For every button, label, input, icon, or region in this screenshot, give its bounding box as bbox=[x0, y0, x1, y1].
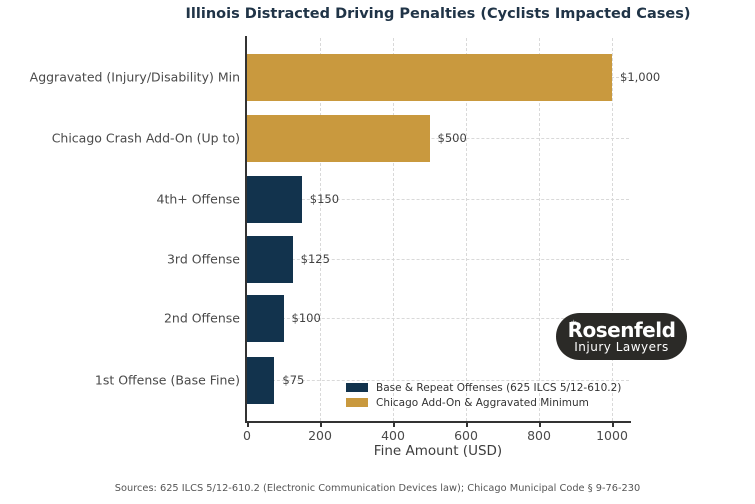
y-axis-category-label: 2nd Offense bbox=[163, 310, 240, 326]
plot-area: $1,000 $500 $150 $125 $100 $75 bbox=[247, 38, 660, 421]
gridline-horizontal bbox=[247, 318, 629, 319]
legend-label: Base & Repeat Offenses (625 ILCS 5/12-61… bbox=[376, 381, 622, 394]
bar-value-label: $75 bbox=[282, 373, 305, 387]
rosenfeld-logo: ✶ Rosenfeld Injury Lawyers bbox=[556, 313, 687, 360]
bar bbox=[247, 53, 612, 101]
y-axis-category-label: 3rd Offense bbox=[166, 251, 240, 267]
gridline-horizontal bbox=[247, 199, 629, 200]
bar-value-label: $100 bbox=[291, 311, 321, 325]
legend-item-addon: Chicago Add-On & Aggravated Minimum bbox=[346, 396, 621, 409]
logo-tagline: Injury Lawyers bbox=[574, 340, 669, 354]
gridline-horizontal bbox=[247, 380, 629, 381]
x-axis-tick bbox=[320, 423, 322, 427]
y-axis-category-label: 1st Offense (Base Fine) bbox=[94, 372, 240, 388]
y-axis-spine bbox=[245, 36, 247, 423]
gridline-horizontal bbox=[247, 259, 629, 260]
gridline-vertical bbox=[320, 38, 321, 421]
x-axis-spine bbox=[245, 421, 631, 423]
gridline-vertical bbox=[539, 38, 540, 421]
chart-title: Illinois Distracted Driving Penalties (C… bbox=[185, 6, 691, 22]
x-axis-tick bbox=[393, 423, 395, 427]
bar-value-label: $125 bbox=[300, 252, 330, 266]
x-axis-tick-label: 0 bbox=[243, 428, 251, 443]
bar bbox=[247, 175, 302, 223]
legend-item-base: Base & Repeat Offenses (625 ILCS 5/12-61… bbox=[346, 381, 621, 394]
x-axis-tick bbox=[247, 423, 249, 427]
gridline-vertical bbox=[466, 38, 467, 421]
legend-swatch-navy bbox=[346, 383, 368, 392]
x-axis-tick-label: 400 bbox=[381, 428, 405, 443]
x-axis-tick-label: 600 bbox=[454, 428, 478, 443]
bar-value-label: $1,000 bbox=[620, 70, 661, 84]
x-axis-tick bbox=[539, 423, 541, 427]
y-axis-category-label: 4th+ Offense bbox=[156, 191, 241, 207]
gridline-vertical bbox=[612, 38, 613, 421]
bar bbox=[247, 294, 284, 342]
x-axis-tick bbox=[612, 423, 614, 427]
bar-value-label: $500 bbox=[437, 131, 467, 145]
bar bbox=[247, 356, 275, 404]
y-axis-category-label: Aggravated (Injury/Disability) Min bbox=[29, 69, 240, 85]
bar bbox=[247, 235, 293, 283]
y-axis-category-label: Chicago Crash Add-On (Up to) bbox=[51, 130, 240, 146]
x-axis-tick bbox=[466, 423, 468, 427]
gridline-vertical bbox=[393, 38, 394, 421]
source-citation: Sources: 625 ILCS 5/12-610.2 (Electronic… bbox=[114, 483, 641, 494]
bar-value-label: $150 bbox=[309, 192, 340, 206]
legend-swatch-gold bbox=[346, 398, 368, 407]
gridline-horizontal bbox=[247, 138, 629, 139]
x-axis-tick-label: 200 bbox=[308, 428, 332, 443]
x-axis-tick-label: 800 bbox=[527, 428, 551, 443]
bar bbox=[247, 114, 430, 162]
x-axis-tick-label: 1000 bbox=[596, 428, 628, 443]
legend-label: Chicago Add-On & Aggravated Minimum bbox=[376, 396, 589, 409]
star-icon: ✶ bbox=[570, 319, 578, 329]
legend: Base & Repeat Offenses (625 ILCS 5/12-61… bbox=[346, 381, 621, 411]
logo-brand-name: Rosenfeld bbox=[567, 318, 676, 342]
y-axis-labels: Aggravated (Injury/Disability) Min Chicag… bbox=[0, 38, 240, 421]
x-axis-title: Fine Amount (USD) bbox=[373, 443, 503, 459]
